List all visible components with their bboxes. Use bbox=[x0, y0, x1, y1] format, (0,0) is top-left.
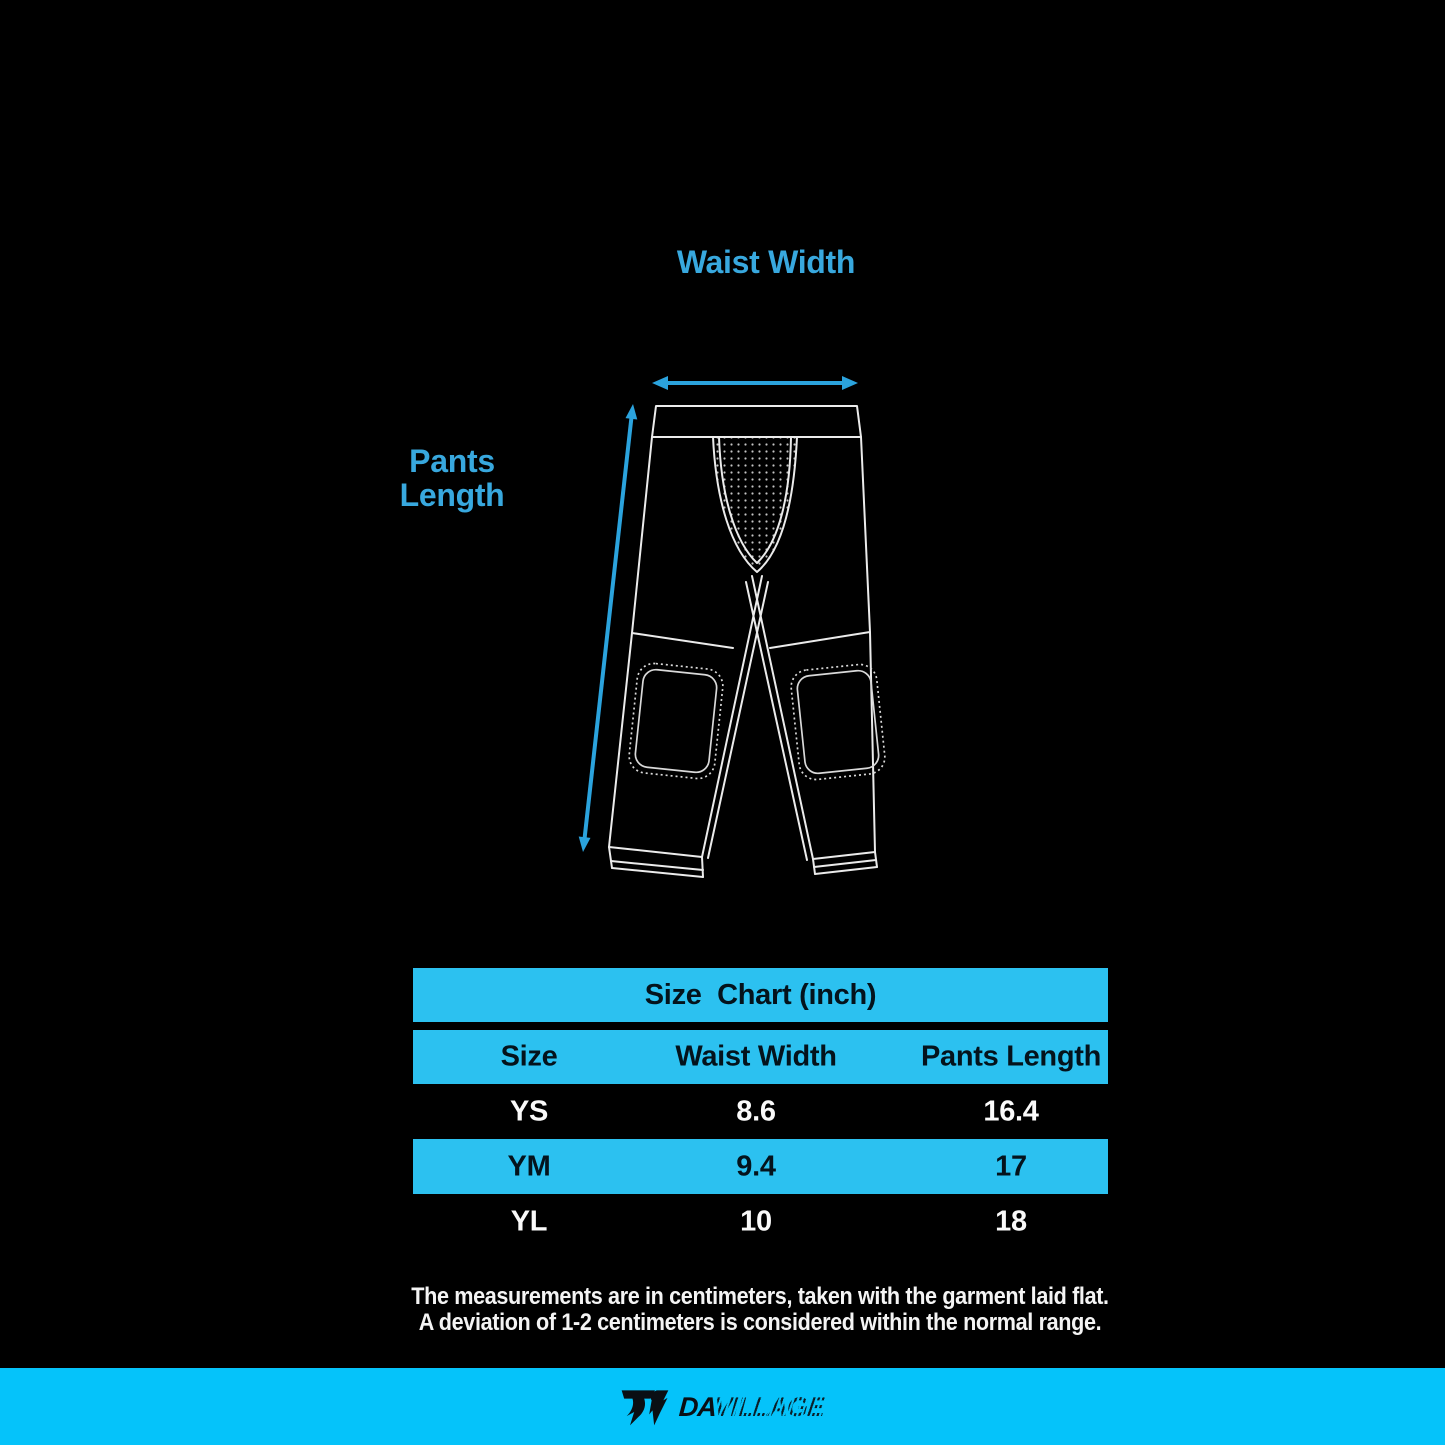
table-row-ym: YM 9.4 17 bbox=[413, 1139, 1108, 1194]
waist-width-cell: 9.4 bbox=[736, 1150, 776, 1182]
brand-name-suffix: VILLAGE bbox=[713, 1392, 826, 1422]
knee-patch-right bbox=[790, 663, 886, 781]
table-row-ys: YS 8.6 16.4 bbox=[413, 1084, 1108, 1139]
waist-width-cell: 10 bbox=[740, 1205, 772, 1237]
size-chart-table: Size Chart (inch) Size Waist Width Pants… bbox=[413, 968, 1108, 1249]
knee-patch-left bbox=[628, 662, 724, 780]
brand-name: DAVILLAGE bbox=[678, 1392, 825, 1423]
waist-width-label: Waist Width bbox=[676, 244, 856, 280]
waistband bbox=[651, 405, 862, 438]
pants-length-label-line1: Pants bbox=[409, 443, 495, 479]
brand-banner: DAVILLAGE bbox=[0, 1368, 1445, 1445]
pants-length-arrow bbox=[578, 404, 638, 852]
pants-length-label: Pants Length bbox=[352, 444, 552, 512]
table-row-yl: YL 10 18 bbox=[413, 1194, 1108, 1249]
measurement-note-line2: A deviation of 1-2 centimeters is consid… bbox=[418, 1309, 1102, 1336]
header-pants-length: Pants Length bbox=[920, 1040, 1102, 1073]
measurement-note: The measurements are in centimeters, tak… bbox=[400, 1284, 1120, 1336]
pants-length-cell: 16.4 bbox=[983, 1095, 1039, 1127]
size-cell: YM bbox=[507, 1150, 551, 1182]
table-header-row: Size Waist Width Pants Length bbox=[413, 1030, 1108, 1084]
header-waist-width: Waist Width bbox=[675, 1040, 837, 1073]
davillage-logo-icon bbox=[622, 1389, 669, 1425]
pants-length-cell: 18 bbox=[995, 1205, 1027, 1237]
waist-width-cell: 8.6 bbox=[736, 1095, 776, 1127]
header-size: Size bbox=[500, 1040, 558, 1073]
measurement-note-line1: The measurements are in centimeters, tak… bbox=[411, 1283, 1109, 1310]
size-cell: YS bbox=[509, 1095, 549, 1127]
table-title-divider bbox=[413, 1022, 1108, 1030]
pants-length-cell: 17 bbox=[995, 1150, 1027, 1182]
pants-length-label-line2: Length bbox=[399, 477, 505, 513]
waist-width-arrow bbox=[652, 376, 858, 390]
size-cell: YL bbox=[510, 1205, 548, 1237]
pants-outline bbox=[608, 405, 878, 878]
gusset-panel bbox=[712, 436, 798, 573]
table-title: Size Chart (inch) bbox=[413, 968, 1108, 1022]
brand-name-prefix: DA bbox=[678, 1392, 716, 1422]
